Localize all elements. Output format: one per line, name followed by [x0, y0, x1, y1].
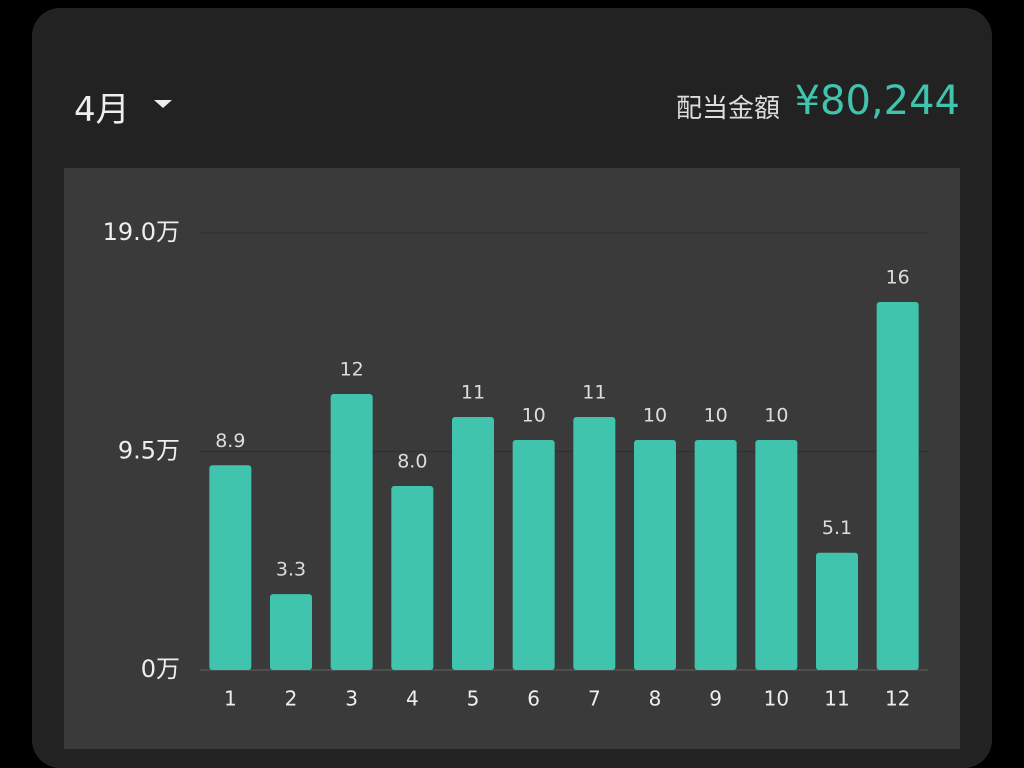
x-tick-label: 6 [527, 687, 540, 711]
value-label: 8.0 [397, 451, 427, 473]
value-label: 12 [340, 359, 364, 381]
x-tick-label: 3 [345, 687, 358, 711]
amount: ¥80,244 [794, 78, 960, 124]
x-tick-label: 2 [285, 687, 298, 711]
value-label: 10 [643, 405, 667, 427]
x-tick-label: 4 [406, 687, 419, 711]
y-tick-label: 0万 [141, 655, 180, 683]
value-label: 8.9 [215, 430, 245, 452]
bar [876, 302, 919, 670]
page: 4月 配当金額 ¥80,244 0万 9.5万 19.0万 1 8.9 2 3.3 3 12 4 8… [32, 8, 992, 768]
x-tick-label: 1 [224, 687, 237, 711]
y-tick-label: 9.5万 [118, 437, 180, 465]
value-label: 11 [582, 382, 606, 404]
x-tick-label: 5 [467, 687, 480, 711]
x-tick-label: 10 [764, 687, 789, 711]
x-tick-label: 8 [649, 687, 662, 711]
value-label: 3.3 [276, 559, 306, 581]
bar [452, 417, 494, 670]
value-label: 16 [886, 267, 910, 289]
bar [634, 440, 676, 670]
month-selector[interactable]: 4月 [74, 90, 130, 130]
value-label: 10 [522, 405, 546, 427]
value-label: 10 [764, 405, 788, 427]
bar [391, 486, 434, 670]
bar [694, 440, 737, 670]
bar [755, 440, 798, 670]
y-tick-label: 19.0万 [103, 218, 180, 246]
amount-label: 配当金額 [675, 94, 780, 124]
bar [573, 417, 616, 670]
x-tick-label: 7 [588, 687, 601, 711]
x-tick-label: 9 [709, 687, 722, 711]
bar [512, 440, 555, 670]
value-label: 5.1 [822, 517, 852, 539]
bar [209, 465, 252, 670]
x-tick-label: 11 [824, 687, 849, 711]
dropdown-arrow[interactable] [154, 100, 172, 108]
bar [270, 594, 312, 670]
bar [330, 394, 373, 670]
chart: 0万 9.5万 19.0万 1 8.9 2 3.3 3 12 4 8.0 5 11 6 10 7 11 8 10 9 1… [64, 168, 960, 749]
x-tick-label: 12 [885, 687, 910, 711]
value-label: 11 [461, 382, 485, 404]
bar [816, 552, 858, 670]
value-label: 10 [704, 405, 728, 427]
